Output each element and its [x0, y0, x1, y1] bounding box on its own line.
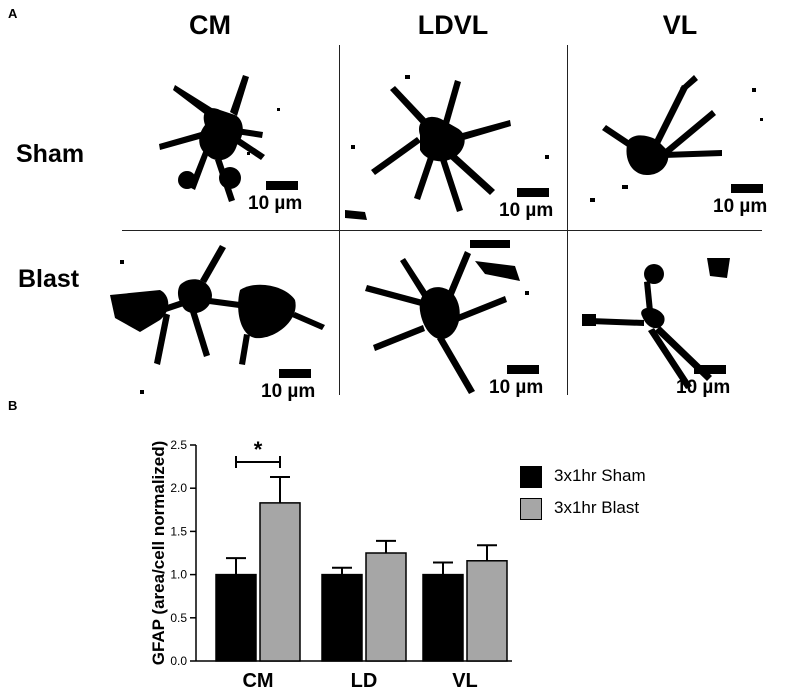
y-tick-label: 0.5 [170, 611, 187, 625]
astrocyte-image [590, 75, 763, 202]
y-tick-label: 1.0 [170, 568, 187, 582]
bar-blast-vl [466, 560, 508, 662]
y-tick-label: 0.0 [170, 654, 187, 668]
scale-bar-label: 10 µm [713, 196, 768, 217]
scale-bar-label: 10 µm [261, 381, 316, 402]
x-tick-label-cm: CM [242, 670, 273, 692]
row-header-sham: Sham [16, 140, 85, 168]
scale-bar [694, 365, 726, 374]
y-tick-label: 1.5 [170, 524, 187, 538]
scale-bar-label: 10 µm [499, 200, 554, 221]
column-header-vl: VL [662, 10, 698, 40]
x-tick-label-ld: LD [351, 670, 378, 692]
scale-bar [279, 369, 311, 378]
legend-label-sham: 3x1hr Sham [554, 466, 646, 485]
scale-bar [731, 184, 763, 193]
astrocyte-image [345, 75, 549, 220]
row-header-blast: Blast [18, 265, 80, 293]
x-tick-label-vl: VL [452, 670, 478, 692]
bar-sham-vl [422, 573, 464, 662]
legend-swatch-sham [520, 466, 542, 488]
scale-bar-label: 10 µm [489, 377, 544, 398]
y-axis-label: GFAP (area/cell normalized) [149, 441, 168, 666]
micrograph-blast-cm [100, 240, 335, 400]
micrograph-sham-cm [125, 50, 335, 225]
column-header-ldvl: LDVL [417, 10, 489, 40]
y-tick-label: 2.5 [170, 438, 187, 452]
legend-label-blast: 3x1hr Blast [554, 498, 640, 517]
bar-blast-cm [259, 502, 301, 662]
grid-divider-vertical-2 [567, 45, 568, 395]
legend-swatch-blast [520, 498, 542, 520]
astrocyte-image [159, 75, 280, 202]
bar-sham-cm [215, 573, 257, 662]
significance-marker: * [254, 437, 263, 462]
scale-bar [266, 181, 298, 190]
scale-bar-label: 10 µm [248, 193, 303, 214]
micrograph-blast-ldvl [345, 236, 563, 400]
micrograph-sham-vl [572, 50, 767, 225]
bar-blast-ld [365, 552, 407, 662]
scale-bar [507, 365, 539, 374]
astrocyte-image [365, 240, 529, 394]
panel-a-label: A [8, 6, 18, 21]
micrograph-sham-ldvl [345, 50, 563, 225]
grid-divider-horizontal [122, 230, 762, 231]
grid-divider-vertical-1 [339, 45, 340, 395]
astrocyte-image [110, 245, 325, 394]
panel-b-label: B [8, 398, 18, 413]
column-header-cm: CM [189, 10, 231, 40]
bar-sham-ld [321, 573, 363, 662]
scale-bar [517, 188, 549, 197]
y-tick-label: 2.0 [170, 481, 187, 495]
scale-bar-label: 10 µm [676, 377, 731, 398]
